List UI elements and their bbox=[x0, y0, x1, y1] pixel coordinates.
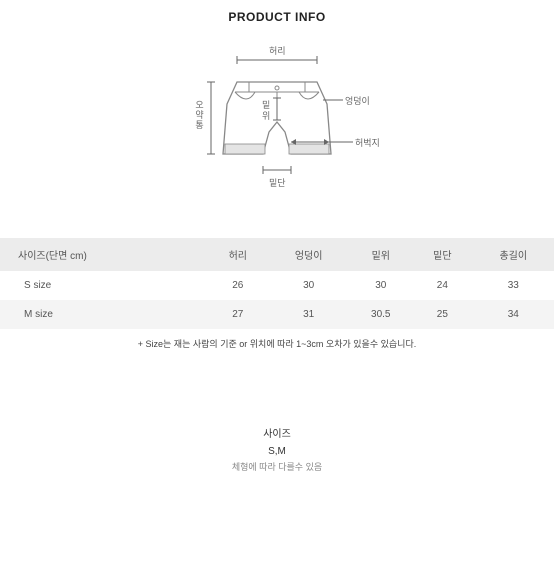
th-hip: 엉덩이 bbox=[268, 238, 349, 271]
page-title: PRODUCT INFO bbox=[0, 10, 554, 24]
size-note: + Size는 재는 사람의 기준 or 위치에 따라 1~3cm 오차가 있을… bbox=[0, 337, 554, 350]
th-length: 총길이 bbox=[473, 238, 554, 271]
diagram-container: 허리 엉덩이 허벅지 밑단 밑 위 오약통 bbox=[0, 42, 554, 202]
cell-value: 25 bbox=[412, 300, 472, 329]
label-hip: 엉덩이 bbox=[345, 94, 370, 107]
th-rise: 밑위 bbox=[349, 238, 412, 271]
cell-label: S size bbox=[0, 271, 208, 300]
th-waist: 허리 bbox=[208, 238, 268, 271]
size-table-header-row: 사이즈(단면 cm) 허리 엉덩이 밑위 밑단 총길이 bbox=[0, 238, 554, 271]
cell-value: 27 bbox=[208, 300, 268, 329]
cell-label: M size bbox=[0, 300, 208, 329]
label-hem: 밑단 bbox=[269, 176, 286, 189]
bottom-info: 사이즈 S,M 체형에 따라 다를수 있음 bbox=[0, 426, 554, 475]
table-row: M size 27 31 30.5 25 34 bbox=[0, 300, 554, 329]
shorts-diagram: 허리 엉덩이 허벅지 밑단 밑 위 오약통 bbox=[167, 42, 387, 202]
cell-value: 33 bbox=[473, 271, 554, 300]
label-outseam: 오약통 bbox=[193, 100, 206, 130]
cell-value: 34 bbox=[473, 300, 554, 329]
bottom-sub: 체형에 따라 다를수 있음 bbox=[0, 460, 554, 475]
th-size: 사이즈(단면 cm) bbox=[0, 238, 208, 271]
cell-value: 30 bbox=[268, 271, 349, 300]
size-table: 사이즈(단면 cm) 허리 엉덩이 밑위 밑단 총길이 S size 26 30… bbox=[0, 238, 554, 329]
th-hem: 밑단 bbox=[412, 238, 472, 271]
cell-value: 24 bbox=[412, 271, 472, 300]
label-thigh: 허벅지 bbox=[355, 136, 380, 149]
cell-value: 30.5 bbox=[349, 300, 412, 329]
label-waist: 허리 bbox=[269, 44, 286, 57]
table-row: S size 26 30 30 24 33 bbox=[0, 271, 554, 300]
bottom-sizes: S,M bbox=[0, 443, 554, 460]
cell-value: 30 bbox=[349, 271, 412, 300]
cell-value: 31 bbox=[268, 300, 349, 329]
bottom-label: 사이즈 bbox=[0, 426, 554, 443]
size-table-body: S size 26 30 30 24 33 M size 27 31 30.5 … bbox=[0, 271, 554, 329]
size-table-head: 사이즈(단면 cm) 허리 엉덩이 밑위 밑단 총길이 bbox=[0, 238, 554, 271]
cell-value: 26 bbox=[208, 271, 268, 300]
label-rise-bot: 위 bbox=[262, 109, 270, 122]
